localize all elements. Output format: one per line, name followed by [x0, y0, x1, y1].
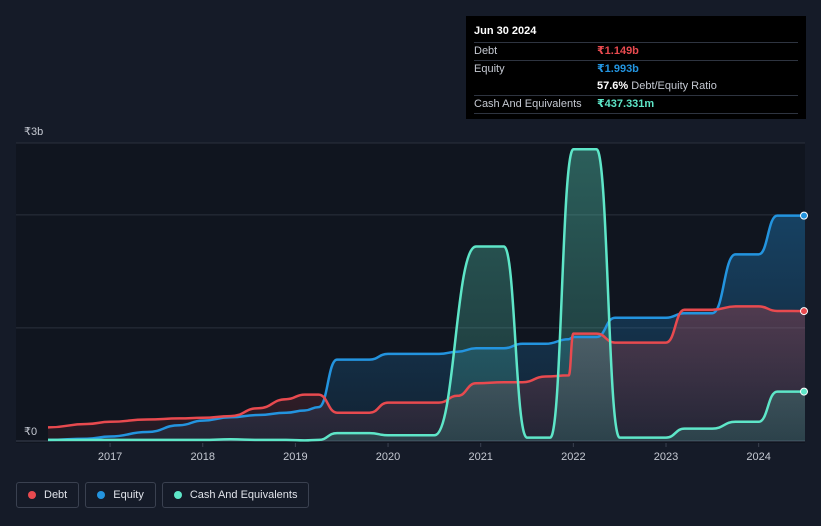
tooltip-equity-value: ₹1.993b [597, 63, 639, 75]
tooltip-debt-value: ₹1.149b [597, 45, 639, 57]
tooltip-ratio-label: Debt/Equity Ratio [631, 80, 717, 92]
series-lines [47, 148, 806, 442]
x-tick-label: 2019 [283, 451, 307, 463]
legend-label-cash: Cash And Equivalents [189, 489, 298, 501]
x-tick-label: 2020 [376, 451, 400, 463]
x-tick-label: 2023 [654, 451, 678, 463]
x-tick-label: 2022 [561, 451, 585, 463]
y-tick-label: ₹0 [24, 426, 37, 438]
y-tick-label: ₹3b [24, 126, 43, 138]
area-debt [48, 306, 805, 441]
tooltip-row-equity: Equity ₹1.993b [474, 60, 798, 78]
series-end-markers [800, 211, 808, 396]
tooltip-cash-value: ₹437.331m [597, 98, 655, 110]
tooltip-cash-label: Cash And Equivalents [474, 98, 582, 110]
line-cash [48, 148, 805, 442]
series-areas [48, 149, 805, 442]
legend-dot-equity [97, 491, 106, 499]
line-equity [47, 214, 805, 442]
x-tick-label: 2018 [190, 451, 214, 463]
legend-label-equity: Equity [113, 489, 144, 501]
legend-label-debt: Debt [44, 489, 68, 501]
tooltip-debt-label: Debt [474, 45, 498, 57]
x-tick-label: 2017 [98, 451, 122, 463]
legend-dot-cash [173, 491, 182, 499]
tooltip-row-cash: Cash And Equivalents ₹437.331m [474, 95, 798, 114]
line-debt [47, 305, 806, 429]
legend-item-debt[interactable]: Debt [16, 482, 80, 508]
end-marker-cash [800, 387, 808, 396]
tooltip-ratio-value: 57.6% [597, 80, 629, 92]
tooltip-equity-label: Equity [474, 63, 505, 75]
chart-legend: Debt Equity Cash And Equivalents [16, 482, 310, 508]
legend-dot-debt [28, 491, 36, 499]
x-tick-label: 2024 [746, 451, 770, 463]
tooltip-row-debt: Debt ₹1.149b [474, 42, 798, 60]
axis-labels: ₹0 ₹3b 2017 2018 2019 2020 2021 2022 2023 2024 [24, 126, 771, 463]
tooltip-date: Jun 30 2024 [474, 25, 537, 37]
data-tooltip: Jun 30 2024 Debt ₹1.149b Equity ₹1.993b … [466, 16, 806, 119]
end-marker-equity [800, 211, 808, 220]
legend-item-cash[interactable]: Cash And Equivalents [161, 482, 310, 508]
x-tick-label: 2021 [468, 451, 492, 463]
end-marker-debt [800, 307, 808, 316]
legend-item-equity[interactable]: Equity [85, 482, 156, 508]
tooltip-row-ratio: 57.6% Debt/Equity Ratio [474, 78, 798, 95]
